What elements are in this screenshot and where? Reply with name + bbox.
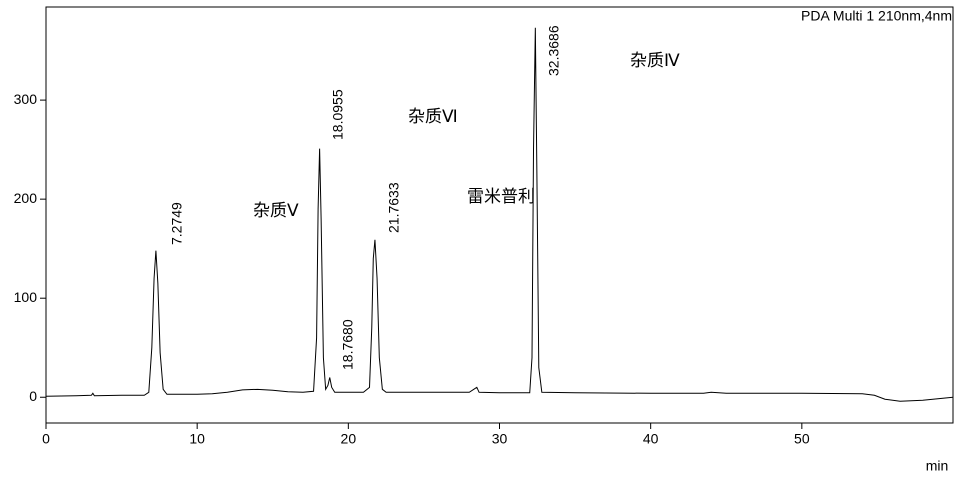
x-tick-label: 40 [643,431,659,447]
x-tick-label: 50 [794,431,810,447]
annotation: 杂质Ⅳ [630,51,680,70]
peak-label: 21.7633 [386,182,402,233]
y-tick-label: 0 [29,388,37,404]
chart-title: PDA Multi 1 210nm,4nm [801,8,952,24]
y-tick-label: 100 [14,289,38,305]
peak-label: 18.7680 [340,319,356,370]
y-tick-label: 200 [14,190,38,206]
peak-label: 7.2749 [169,202,185,245]
annotation: 杂质Ⅴ [253,201,299,220]
chromatogram-trace [45,27,954,402]
x-tick-label: 0 [42,431,50,447]
y-tick-label: 300 [14,91,38,107]
annotation: 雷米普利 [467,187,535,206]
x-tick-label: 20 [341,431,357,447]
peak-label: 18.0955 [330,89,346,140]
x-tick-label: 30 [492,431,508,447]
x-axis-label: min [926,458,949,474]
x-tick-label: 10 [189,431,205,447]
annotation: 杂质Ⅵ [408,107,458,126]
peak-label: 32.3686 [546,25,562,76]
